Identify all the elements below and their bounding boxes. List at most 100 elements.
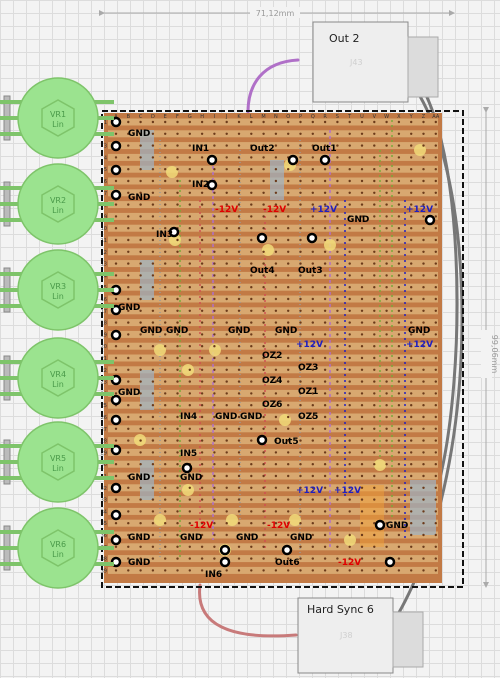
hole [139,297,142,301]
hole [127,132,130,135]
hole [434,404,437,407]
hole [164,498,167,501]
hole [360,498,364,501]
hole [434,474,437,478]
net-label: IN4 [180,412,197,422]
hole [385,545,388,548]
row-header: 22 [101,368,107,374]
hole [385,238,388,242]
hole [299,179,302,183]
hole [422,439,425,442]
hole [114,215,118,218]
hole [176,415,179,419]
hole [114,274,118,277]
hole [311,557,314,560]
hole [151,498,155,501]
hole [164,368,167,371]
hole [373,380,376,383]
hole [373,545,376,548]
hole [274,309,278,312]
hole [422,120,425,124]
hole [373,286,376,289]
hole [336,392,339,395]
hole [139,463,142,466]
hole [139,238,142,242]
hole [385,498,388,501]
hole [225,474,228,478]
column-header: L [250,114,253,120]
hole [299,427,302,430]
jack-out2-title: Out 2 [329,32,359,45]
hole [397,486,401,489]
hole [274,486,278,489]
width-dimension-label: 71,12mm [256,9,295,18]
solder-pad [110,509,122,521]
hole [422,156,425,159]
hole [434,215,437,218]
hole [410,238,413,242]
hole [385,168,388,171]
hole [250,309,253,312]
hole [410,368,413,371]
hole [237,557,241,560]
hole [323,522,327,525]
row-header: 11 [101,238,107,244]
hole [385,191,388,194]
hole [397,262,401,265]
solder-pad [424,214,436,226]
row-header: 30 [101,462,107,468]
hole [200,522,204,525]
hole [274,368,278,371]
hole [151,215,155,218]
hole [287,427,290,430]
net-label: IN5 [180,449,197,459]
hole [434,510,437,513]
hole [225,345,228,348]
hole [225,533,228,537]
hole [287,144,290,147]
hole [385,380,388,383]
hole [176,404,179,407]
hole [287,120,290,124]
hole [348,156,351,159]
hole [164,486,167,489]
hole [213,486,216,489]
cable-sync6-red [198,583,298,638]
copper-strip [108,142,438,150]
hole [397,427,401,430]
hole [151,203,155,206]
hole [151,168,155,171]
hole [299,168,302,171]
hole [323,557,327,560]
hole [299,451,302,454]
net-label: OZ4 [262,376,282,386]
copper-strip [108,484,438,492]
hole [299,250,302,253]
hole [336,120,339,124]
hole [311,522,314,525]
hole [274,545,278,548]
hole [422,144,425,147]
hole [213,368,216,371]
hole [287,368,290,371]
hole [127,392,130,395]
hole [336,474,339,478]
hole [127,510,130,513]
hole [348,486,351,489]
hole [274,203,278,206]
hole [164,533,167,537]
hole [114,463,118,466]
hole [348,510,351,513]
hole [176,498,179,501]
hole [151,392,155,395]
hole [410,168,413,171]
column-header: M [261,114,265,120]
hole [422,262,425,265]
hole [373,132,376,135]
hole [114,368,118,371]
hole [397,297,401,301]
hole [188,262,191,265]
row-header: 23 [101,380,107,386]
copper-strip [108,271,438,279]
